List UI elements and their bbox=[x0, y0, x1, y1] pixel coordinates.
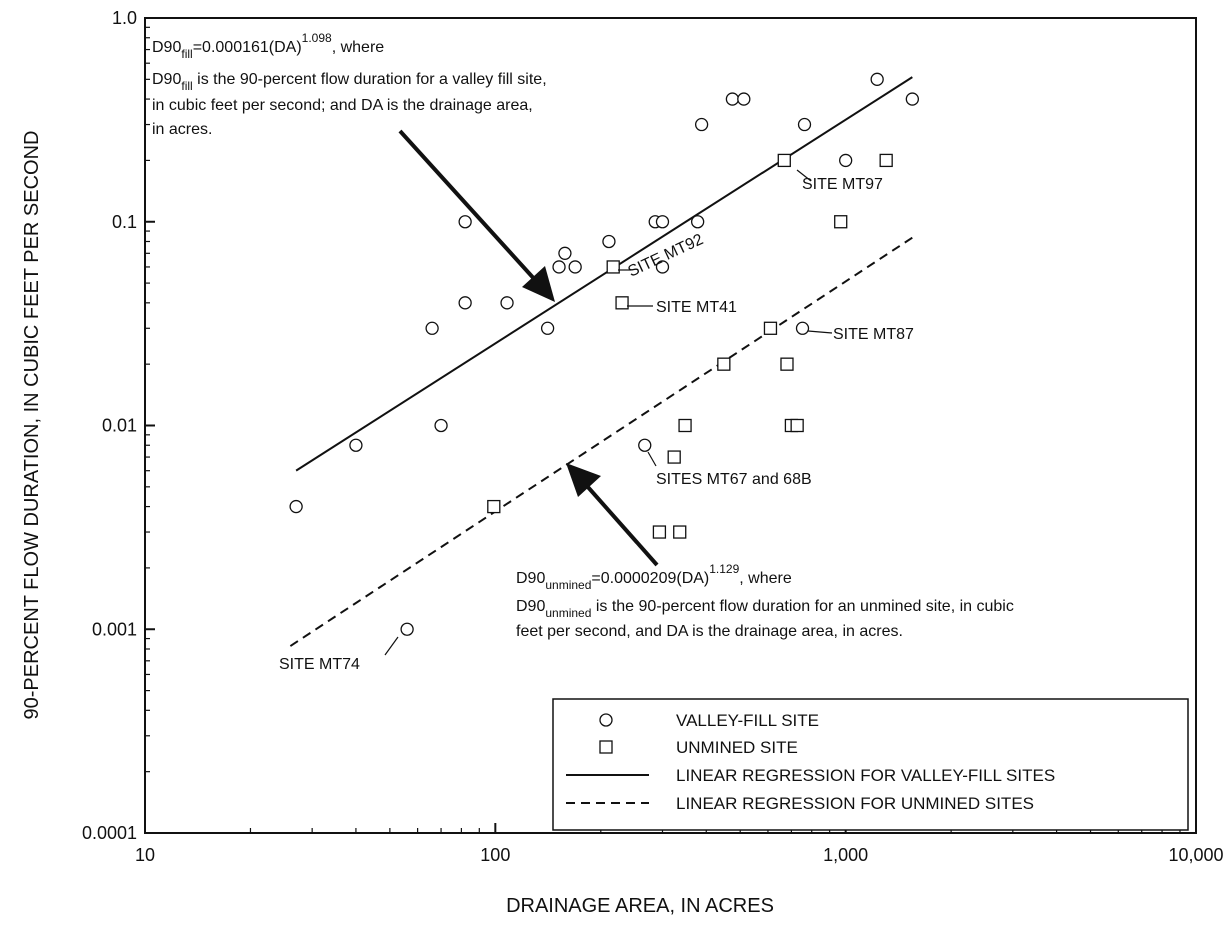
legend-box bbox=[552, 698, 1189, 831]
x-tick-label: 10,000 bbox=[1168, 845, 1223, 865]
site-mt92-label: SITE MT92 bbox=[626, 231, 707, 281]
valley-fill-point bbox=[425, 321, 439, 335]
fill-equation-arrow bbox=[398, 129, 539, 284]
sites-mt67-leader bbox=[647, 451, 657, 467]
x-tick-label: 100 bbox=[480, 845, 510, 865]
legend-valley-fill-site: VALLEY-FILL SITE bbox=[676, 711, 819, 730]
fill-equation-annotation: D90fill=0.000161(DA)1.098, where D90fill… bbox=[152, 31, 555, 302]
sites-mt67-label: SITES MT67 and 68B bbox=[656, 471, 812, 488]
valley-fill-point bbox=[737, 92, 751, 106]
unmined-point bbox=[777, 153, 791, 168]
unmined-point bbox=[717, 357, 731, 371]
fill-description-line3: in acres. bbox=[152, 121, 212, 138]
x-axis-title: DRAINAGE AREA, IN ACRES bbox=[506, 895, 774, 917]
site-mt41-label: SITE MT41 bbox=[656, 299, 737, 316]
valley-fill-point bbox=[434, 418, 448, 433]
unmined-point bbox=[667, 450, 681, 464]
unmined-equation-arrow bbox=[585, 484, 659, 567]
valley-fill-point bbox=[558, 246, 572, 260]
valley-fill-point bbox=[289, 499, 303, 514]
valley-fill-point bbox=[797, 117, 812, 132]
valley-fill-point bbox=[638, 438, 652, 452]
legend-circle-marker bbox=[599, 713, 613, 727]
unmined-equation-annotation: D90unmined=0.0000209(DA)1.129, where D90… bbox=[516, 463, 1014, 640]
unmined-point bbox=[678, 418, 692, 433]
valley-fill-point bbox=[725, 92, 740, 106]
y-tick-label: 0.01 bbox=[102, 416, 137, 436]
unmined-point bbox=[652, 525, 667, 539]
unmined-regression-line bbox=[289, 236, 914, 647]
valley-fill-point bbox=[540, 321, 555, 335]
axis-ticks: 10 100 1,000 10,000 0.0001 0.001 0.01 0.1 1.0 bbox=[82, 8, 1224, 865]
unmined-point bbox=[780, 357, 794, 371]
valley-fill-point bbox=[349, 438, 363, 452]
site-mt87-leader bbox=[807, 330, 833, 334]
unmined-point bbox=[615, 296, 629, 310]
legend-unmined-regression: LINEAR REGRESSION FOR UNMINED SITES bbox=[676, 794, 1034, 813]
valley-fill-point bbox=[690, 215, 705, 229]
unmined-equation: D90unmined=0.0000209(DA)1.129, where bbox=[516, 562, 792, 592]
y-tick-label: 0.1 bbox=[112, 212, 137, 232]
valley-fill-point bbox=[500, 296, 514, 310]
site-mt74-leader bbox=[384, 636, 399, 656]
valley-fill-point bbox=[458, 296, 472, 310]
valley-fill-point bbox=[602, 234, 616, 249]
legend-fill-regression: LINEAR REGRESSION FOR VALLEY-FILL SITES bbox=[676, 766, 1055, 785]
site-mt87-label: SITE MT87 bbox=[833, 326, 914, 343]
valley-fill-point bbox=[839, 153, 853, 168]
unmined-point bbox=[763, 321, 778, 335]
valley-fill-point bbox=[568, 260, 582, 274]
valley-fill-point bbox=[552, 260, 566, 274]
valley-fill-point bbox=[795, 321, 810, 335]
unmined-point bbox=[487, 499, 501, 514]
unmined-point bbox=[606, 260, 620, 274]
unmined-point bbox=[834, 215, 848, 229]
y-tick-label: 0.0001 bbox=[82, 823, 137, 843]
y-tick-label: 1.0 bbox=[112, 8, 137, 28]
valley-fill-point bbox=[458, 215, 472, 229]
fill-equation: D90fill=0.000161(DA)1.098, where bbox=[152, 31, 384, 61]
unmined-point bbox=[790, 418, 804, 433]
valley-fill-point bbox=[870, 72, 884, 86]
valley-fill-regression-line bbox=[295, 76, 913, 472]
valley-fill-point bbox=[400, 622, 414, 636]
fill-description-line1: D90fill is the 90-percent flow duration … bbox=[152, 71, 547, 93]
unmined-point bbox=[879, 153, 893, 168]
legend-unmined-site: UNMINED SITE bbox=[676, 738, 798, 757]
site-mt74-label: SITE MT74 bbox=[279, 656, 360, 673]
fill-arrowhead bbox=[522, 266, 555, 302]
valley-fill-point bbox=[655, 260, 670, 274]
site-mt97-label: SITE MT97 bbox=[802, 176, 883, 193]
valley-fill-point bbox=[655, 215, 670, 229]
valley-fill-point bbox=[905, 92, 919, 106]
y-axis-title: 90-PERCENT FLOW DURATION, IN CUBIC FEET … bbox=[21, 131, 43, 720]
x-tick-label: 10 bbox=[135, 845, 155, 865]
x-tick-label: 1,000 bbox=[823, 845, 868, 865]
legend: VALLEY-FILL SITE UNMINED SITE LINEAR REG… bbox=[552, 698, 1189, 831]
valley-fill-point bbox=[694, 117, 709, 132]
unmined-description-line1: D90unmined is the 90-percent flow durati… bbox=[516, 598, 1014, 620]
site-mt97-leader bbox=[796, 169, 812, 182]
fill-description-line2: in cubic feet per second; and DA is the … bbox=[152, 97, 533, 114]
legend-square-marker bbox=[599, 740, 613, 754]
unmined-arrowhead bbox=[566, 463, 601, 497]
regression-lines bbox=[289, 76, 914, 647]
y-tick-label: 0.001 bbox=[92, 619, 137, 639]
unmined-description-line2: feet per second, and DA is the drainage … bbox=[516, 623, 903, 640]
data-points bbox=[289, 72, 919, 636]
unmined-point bbox=[673, 525, 687, 539]
